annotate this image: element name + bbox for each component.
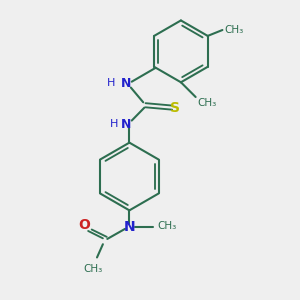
Text: H: H	[110, 119, 118, 129]
Text: CH₃: CH₃	[83, 264, 102, 274]
Text: O: O	[78, 218, 90, 232]
Text: N: N	[121, 118, 132, 130]
Text: N: N	[121, 77, 132, 90]
Text: H: H	[107, 78, 115, 88]
Text: CH₃: CH₃	[158, 221, 177, 231]
Text: S: S	[170, 100, 180, 115]
Text: N: N	[124, 220, 135, 234]
Text: CH₃: CH₃	[224, 25, 243, 35]
Text: CH₃: CH₃	[197, 98, 216, 109]
